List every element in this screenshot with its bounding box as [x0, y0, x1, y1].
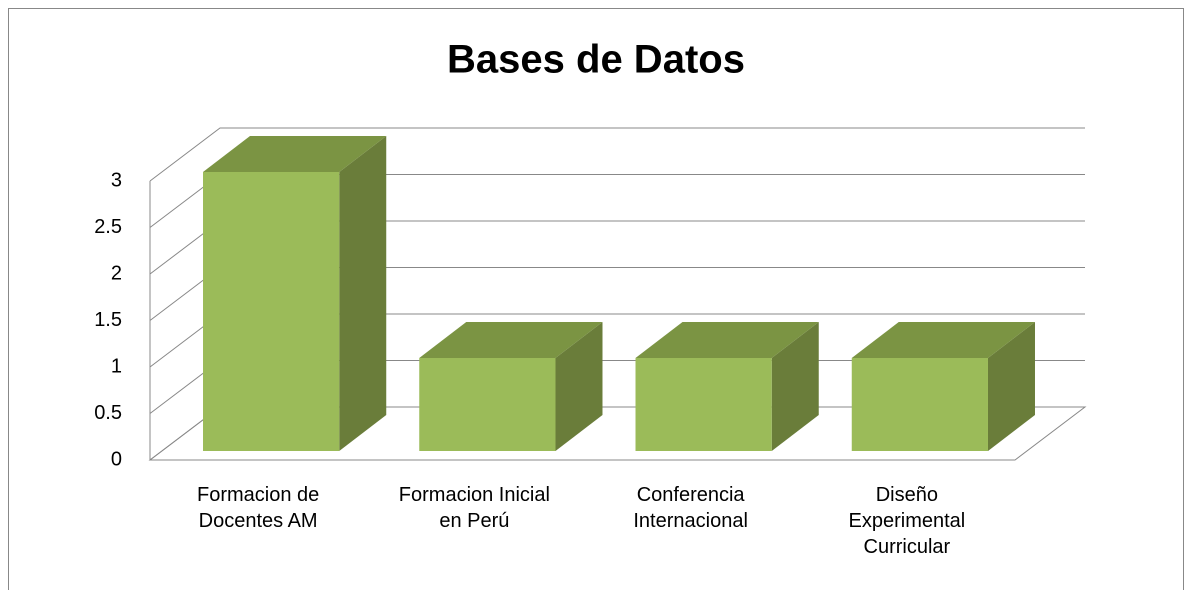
bar-front	[635, 358, 772, 451]
y-tick-label: 3	[111, 169, 122, 191]
y-tick-label: 0	[111, 448, 122, 470]
x-tick-label: Diseño Experimental Curricular	[848, 484, 966, 558]
bar-side	[771, 322, 819, 451]
bar	[851, 322, 1035, 451]
bar-front	[851, 358, 988, 451]
x-tick-label: Formacion Inicial en Perú	[398, 484, 550, 532]
y-tick-label: 0.5	[94, 402, 122, 424]
bar-top	[635, 322, 819, 358]
bar-top	[203, 136, 387, 172]
bar-top	[419, 322, 603, 358]
bar-side	[339, 136, 387, 451]
y-tick-label: 2.5	[94, 216, 122, 238]
bar-front	[419, 358, 556, 451]
y-tick-label: 1.5	[94, 309, 122, 331]
y-tick-label: 2	[111, 262, 122, 284]
x-tick-label: Formacion de Docentes AM	[196, 484, 320, 532]
bar-side	[987, 322, 1035, 451]
grid-line	[149, 127, 1085, 182]
bar-top	[851, 322, 1035, 358]
bar-side	[555, 322, 603, 451]
y-tick-label: 1	[111, 355, 122, 377]
chart-title: Bases de Datos	[447, 38, 745, 82]
x-tick-label: Conferencia Internacional	[633, 484, 748, 532]
bar	[203, 136, 387, 451]
bar-front	[203, 172, 340, 451]
bar	[419, 322, 603, 451]
bar	[635, 322, 819, 451]
